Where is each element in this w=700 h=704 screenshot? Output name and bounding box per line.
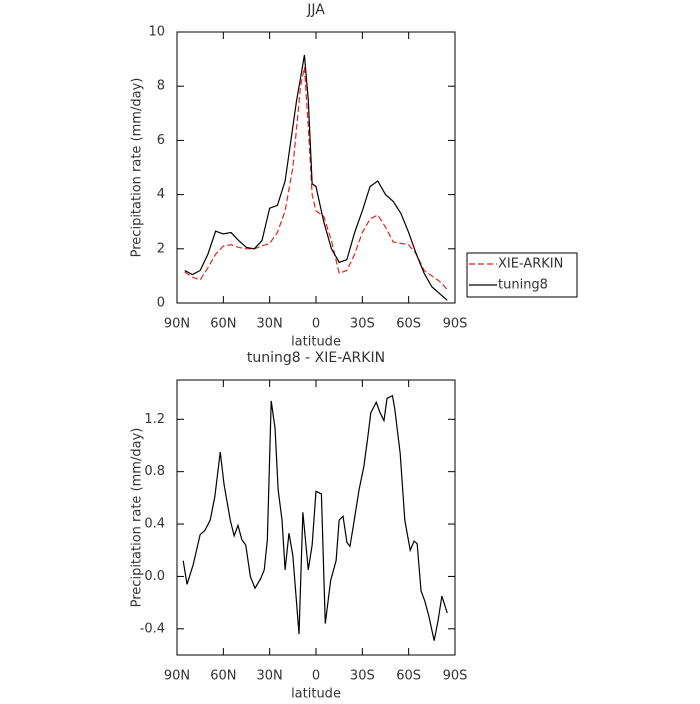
- x-tick-label: 30S: [350, 317, 375, 332]
- y-axis-label: Precipitation rate (mm/day): [130, 428, 145, 608]
- legend-label: XIE-ARKIN: [498, 257, 563, 272]
- y-tick-label: 0.0: [144, 569, 165, 584]
- x-tick-label: 30N: [257, 669, 283, 684]
- x-tick-label: 60N: [210, 317, 236, 332]
- x-tick-label: 60N: [210, 669, 236, 684]
- chart-title: tuning8 - XIE-ARKIN: [247, 350, 385, 366]
- y-tick-label: 10: [148, 25, 165, 40]
- x-axis-label: latitude: [291, 687, 341, 701]
- y-tick-label: -0.4: [140, 621, 165, 636]
- x-tick-label: 0: [312, 317, 320, 332]
- x-tick-label: 90S: [443, 669, 468, 684]
- x-axis-label: latitude: [291, 335, 341, 350]
- legend-box: [466, 252, 578, 298]
- plot-frame: [176, 379, 456, 656]
- chart-title: JJA: [306, 2, 325, 18]
- x-tick-label: 90N: [164, 317, 190, 332]
- legend-label: tuning8: [498, 278, 548, 293]
- x-tick-label: 90S: [443, 317, 468, 332]
- data-line: [184, 67, 448, 290]
- x-tick-label: 30N: [257, 317, 283, 332]
- y-tick-label: 0.4: [144, 517, 165, 532]
- x-tick-label: 60S: [396, 669, 421, 684]
- y-tick-label: 6: [157, 133, 165, 148]
- y-tick-label: 0: [157, 296, 165, 311]
- y-tick-label: 1.2: [144, 412, 165, 427]
- plot-frame: [176, 31, 456, 304]
- x-tick-label: 60S: [396, 317, 421, 332]
- x-tick-label: 0: [312, 669, 320, 684]
- x-tick-label: 90N: [164, 669, 190, 684]
- y-axis-label: Precipitation rate (mm/day): [130, 78, 145, 258]
- y-tick-label: 8: [157, 79, 165, 94]
- y-tick-label: 2: [157, 241, 165, 256]
- data-line: [182, 394, 448, 641]
- y-tick-label: 0.8: [144, 464, 165, 479]
- x-tick-label: 30S: [350, 669, 375, 684]
- data-line: [184, 54, 448, 301]
- y-tick-label: 4: [157, 187, 165, 202]
